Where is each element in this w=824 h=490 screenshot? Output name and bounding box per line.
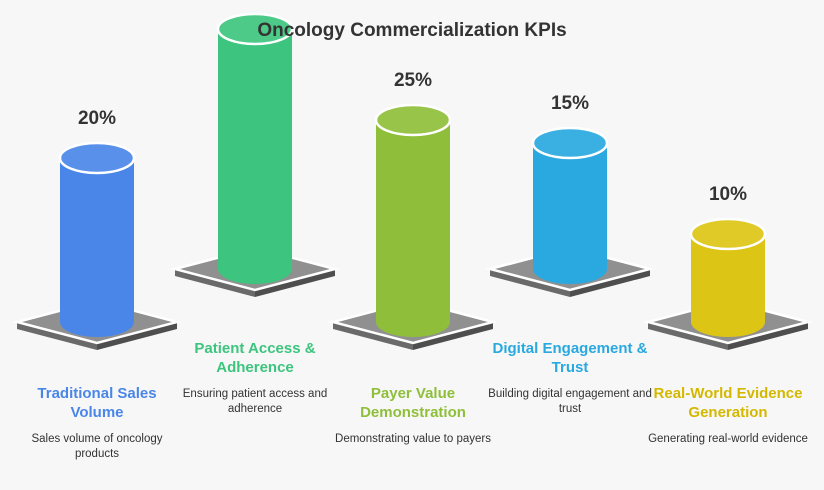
platform-left-side [333,322,413,350]
platform-left-side [490,269,570,297]
category-label: Payer Value Demonstration [360,385,466,421]
bar-top [374,103,452,137]
platform-right-side [728,322,808,350]
bar-4 [533,143,607,284]
value-label: 25% [393,70,433,91]
platform-left-side [175,269,255,297]
bar-2 [218,29,292,284]
platform-left-side [17,322,97,350]
category-description: Building digital engagement and trust [488,388,652,415]
category-label: Real-World Evidence Generation [653,385,803,421]
category-description: Demonstrating value to payers [335,433,491,445]
bar-1 [60,158,134,337]
platform-right-side [97,322,177,350]
bar-3 [376,120,450,337]
value-label: 30% [195,0,315,1]
value-label: 15% [550,93,590,114]
bar-5 [691,234,765,337]
platform-right-side [255,269,335,297]
value-label: 10% [708,184,748,205]
value-label: 20% [77,108,117,129]
platform-left-side [648,322,728,350]
bar-top [689,217,767,251]
bar-top [531,126,609,160]
category-label: Digital Engagement & Trust [492,340,648,376]
category-description: Sales volume of oncology products [31,433,163,460]
bar-top [216,12,294,46]
bar-top [58,141,136,175]
platform-right-side [570,269,650,297]
category-description: Ensuring patient access and adherence [182,388,328,415]
category-label: Patient Access & Adherence [194,340,316,376]
chart-title: Oncology Commercialization KPIs [257,20,567,41]
platform-right-side [413,322,493,350]
category-label: Traditional Sales Volume [37,385,157,421]
category-description: Generating real-world evidence [648,433,808,445]
